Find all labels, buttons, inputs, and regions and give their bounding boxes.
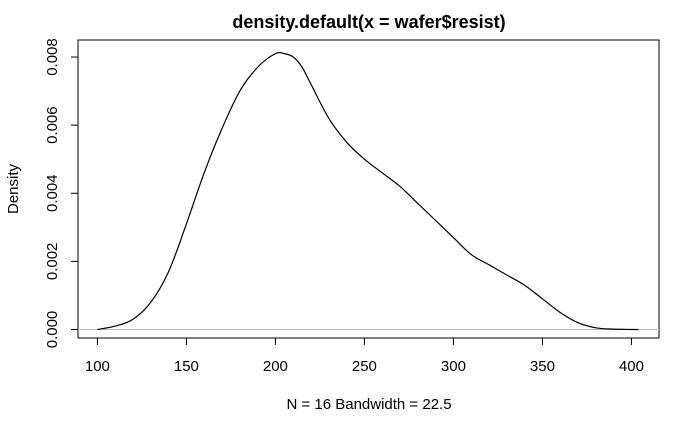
plot-frame bbox=[77, 39, 660, 339]
y-tick-label: 0.000 bbox=[44, 311, 61, 349]
x-axis-label: N = 16 Bandwidth = 22.5 bbox=[286, 396, 451, 413]
y-tick-label: 0.002 bbox=[44, 243, 61, 281]
plot-marks bbox=[78, 51, 659, 331]
x-tick-label: 400 bbox=[619, 358, 644, 375]
y-tick-label: 0.004 bbox=[44, 174, 61, 212]
chart-title: density.default(x = wafer$resist) bbox=[232, 12, 505, 32]
y-tick-label: 0.008 bbox=[44, 38, 61, 76]
x-tick-label: 250 bbox=[352, 358, 377, 375]
x-tick-label: 200 bbox=[263, 358, 288, 375]
x-tick-label: 150 bbox=[174, 358, 199, 375]
x-axis: 100 150 200 250 300 350 400 bbox=[85, 337, 644, 375]
x-tick-label: 300 bbox=[441, 358, 466, 375]
x-tick-label: 100 bbox=[85, 358, 110, 375]
x-tick-label: 350 bbox=[530, 358, 555, 375]
y-tick-label: 0.006 bbox=[44, 106, 61, 144]
y-axis-label: Density bbox=[5, 163, 22, 214]
y-axis: 0.000 0.002 0.004 0.006 0.008 bbox=[44, 38, 79, 349]
density-curve bbox=[97, 51, 639, 331]
